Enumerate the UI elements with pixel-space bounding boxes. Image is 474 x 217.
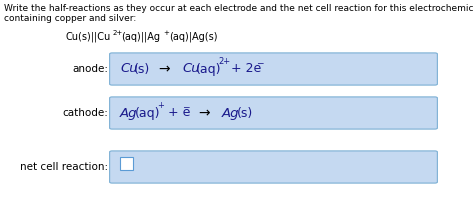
Text: (s): (s)	[237, 107, 253, 120]
Text: cathode:: cathode:	[62, 108, 108, 118]
Text: 2+: 2+	[218, 58, 230, 66]
Text: anode:: anode:	[72, 64, 108, 74]
Text: Ag: Ag	[222, 107, 239, 120]
Bar	[120, 157, 133, 170]
Text: −: −	[256, 59, 264, 67]
Text: (s): (s)	[134, 62, 150, 76]
Text: →: →	[198, 106, 210, 120]
Text: −: −	[182, 102, 190, 112]
FancyBboxPatch shape	[109, 97, 438, 129]
FancyBboxPatch shape	[109, 53, 438, 85]
Text: (aq)||Ag: (aq)||Ag	[121, 32, 160, 43]
Text: +: +	[163, 30, 169, 36]
FancyBboxPatch shape	[109, 151, 438, 183]
Text: (aq): (aq)	[196, 62, 221, 76]
Text: Cu(s)||Cu: Cu(s)||Cu	[65, 32, 110, 43]
Text: (aq)|Ag(s): (aq)|Ag(s)	[169, 32, 218, 43]
Text: →: →	[158, 62, 170, 76]
Text: + 2e: + 2e	[227, 62, 261, 76]
Text: containing copper and silver:: containing copper and silver:	[4, 14, 136, 23]
Text: Ag: Ag	[120, 107, 137, 120]
Text: net cell reaction:: net cell reaction:	[20, 162, 108, 172]
Text: Write the half-reactions as they occur at each electrode and the net cell reacti: Write the half-reactions as they occur a…	[4, 4, 474, 13]
Text: 2+: 2+	[113, 30, 123, 36]
Text: Cu: Cu	[182, 62, 200, 76]
Text: +: +	[157, 102, 164, 110]
Text: + e: + e	[164, 107, 191, 120]
Text: (aq): (aq)	[135, 107, 161, 120]
Text: Cu: Cu	[120, 62, 137, 76]
